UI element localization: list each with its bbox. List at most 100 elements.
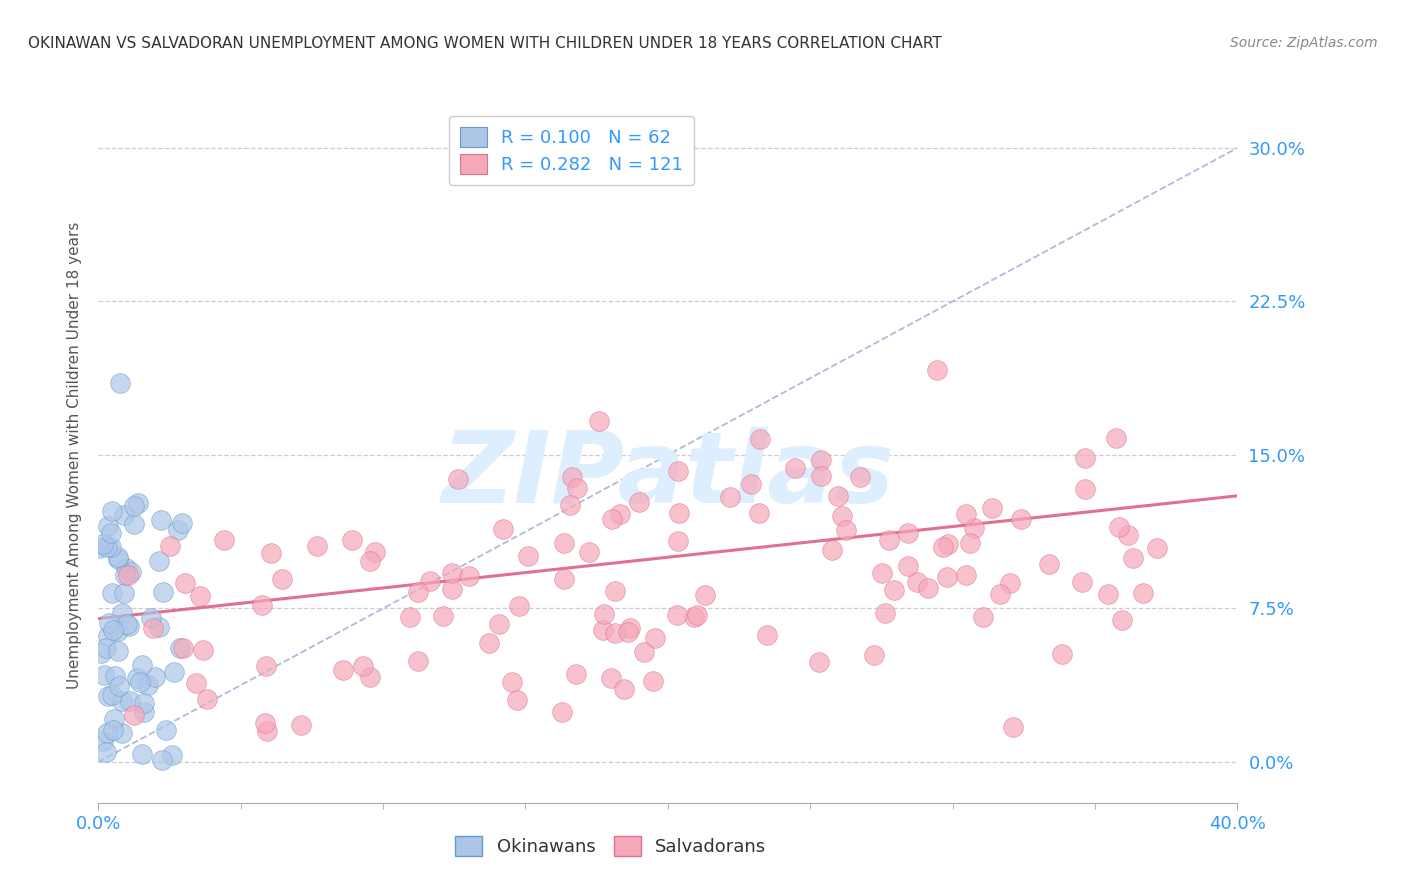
Point (1038, 558, 1060, 572)
Point (683, 610, 706, 624)
Point (666, 607, 689, 622)
Point (988, 587, 1011, 601)
Point (101, 623, 124, 637)
Point (627, 495, 650, 509)
Point (457, 569, 479, 583)
Point (718, 490, 741, 504)
Point (1097, 587, 1119, 601)
Point (1002, 720, 1025, 734)
Point (148, 619, 170, 633)
Point (981, 501, 1004, 516)
Point (169, 641, 191, 656)
Point (359, 670, 381, 684)
Point (191, 643, 214, 657)
Point (666, 534, 689, 549)
Point (150, 753, 173, 767)
Point (447, 472, 470, 486)
Point (115, 561, 138, 575)
Point (938, 537, 960, 551)
Point (508, 599, 530, 613)
Point (998, 575, 1021, 590)
Point (501, 674, 523, 689)
Point (131, 658, 153, 673)
Point (905, 575, 928, 590)
Point (748, 506, 770, 520)
Point (633, 645, 655, 659)
Point (143, 670, 166, 684)
Point (340, 533, 363, 548)
Point (188, 589, 211, 603)
Point (112, 508, 135, 522)
Point (962, 521, 984, 535)
Point (935, 570, 957, 584)
Point (132, 696, 155, 710)
Point (517, 549, 540, 563)
Point (644, 632, 666, 646)
Point (1050, 647, 1073, 661)
Point (90, 646, 112, 660)
Point (558, 499, 581, 513)
Point (955, 508, 977, 522)
Point (398, 610, 420, 624)
Point (108, 376, 131, 391)
Point (110, 606, 132, 620)
Point (617, 625, 640, 640)
Point (478, 635, 501, 649)
Point (821, 542, 844, 557)
Point (129, 674, 152, 689)
Point (363, 545, 385, 559)
Point (959, 536, 981, 550)
Point (619, 621, 641, 635)
Point (553, 572, 575, 586)
Point (1111, 613, 1133, 627)
Point (150, 513, 173, 527)
Point (785, 461, 807, 475)
Point (877, 533, 900, 548)
Point (567, 481, 589, 495)
Point (174, 576, 197, 591)
Point (609, 507, 631, 521)
Point (406, 654, 429, 668)
Point (290, 718, 312, 732)
Point (108, 679, 131, 693)
Point (131, 747, 153, 761)
Point (488, 617, 510, 632)
Point (955, 568, 977, 582)
Point (127, 671, 149, 685)
Point (172, 641, 194, 656)
Point (897, 525, 920, 540)
Point (756, 628, 779, 642)
Point (155, 723, 177, 737)
Point (253, 715, 276, 730)
Point (124, 707, 146, 722)
Point (93, 668, 115, 682)
Point (603, 584, 626, 599)
Point (352, 659, 374, 673)
Point (643, 673, 665, 688)
Point (1132, 586, 1154, 600)
Point (593, 607, 616, 622)
Point (1073, 482, 1095, 496)
Point (849, 470, 872, 484)
Point (96, 540, 118, 554)
Point (359, 554, 381, 568)
Point (122, 517, 145, 532)
Point (91, 734, 114, 748)
Point (256, 659, 278, 673)
Point (897, 559, 920, 574)
Point (93, 537, 115, 551)
Point (553, 536, 575, 550)
Point (118, 619, 141, 633)
Point (136, 678, 159, 692)
Point (1122, 551, 1144, 566)
Point (592, 623, 614, 637)
Point (600, 512, 623, 526)
Point (873, 606, 896, 620)
Text: OKINAWAN VS SALVADORAN UNEMPLOYMENT AMONG WOMEN WITH CHILDREN UNDER 18 YEARS COR: OKINAWAN VS SALVADORAN UNEMPLOYMENT AMON… (28, 36, 942, 51)
Point (332, 663, 354, 677)
Point (917, 582, 939, 596)
Point (152, 585, 174, 599)
Point (148, 554, 170, 568)
Point (668, 506, 690, 520)
Point (603, 626, 626, 640)
